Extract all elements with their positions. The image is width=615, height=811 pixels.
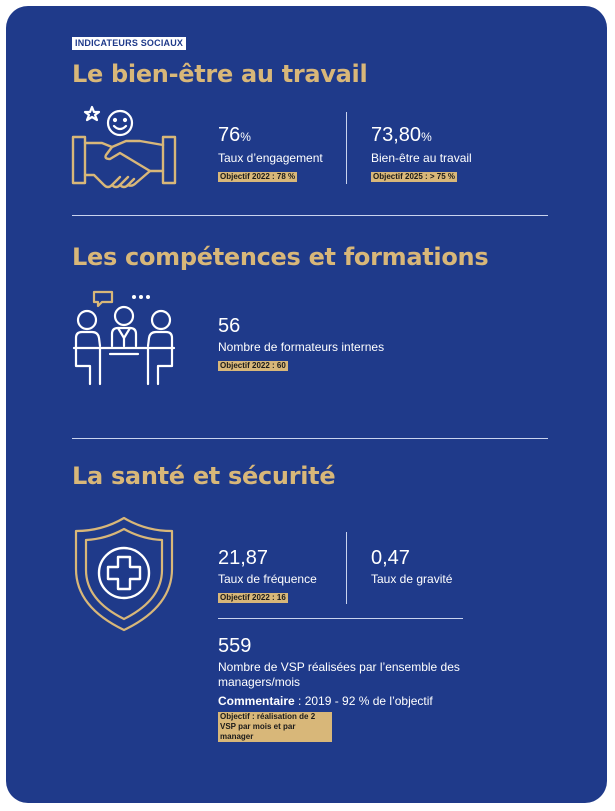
stat-severity: 0,47 Taux de gravité bbox=[371, 546, 452, 587]
objective-badge: Objectif 2025 : > 75 % bbox=[371, 172, 458, 182]
objective-badge: Objectif 2022 : 78 % bbox=[218, 172, 298, 182]
section-divider bbox=[72, 215, 548, 216]
comment: Commentaire : 2019 - 92 % de l’objectif bbox=[218, 694, 478, 708]
stat-frequency: 21,87 Taux de fréquence Objectif 2022 : … bbox=[218, 546, 317, 605]
stat-divider bbox=[218, 618, 463, 619]
stat-wellbeing: 73,80% Bien-être au travail Objectif 202… bbox=[371, 123, 472, 184]
comment-text: : 2019 - 92 % de l’objectif bbox=[294, 694, 433, 708]
section-tag: INDICATEURS SOCIAUX bbox=[72, 37, 187, 50]
stat-value: 21,87 bbox=[218, 547, 269, 569]
divider bbox=[346, 112, 347, 184]
stat-label: Nombre de VSP réalisées par l’ensemble d… bbox=[218, 660, 460, 689]
stat-vsp: 559 Nombre de VSP réalisées par l’ensemb… bbox=[218, 634, 478, 744]
stat-value: 76 bbox=[218, 124, 241, 146]
section-title-wellbeing: Le bien-être au travail bbox=[72, 60, 368, 88]
shield-cross-icon bbox=[74, 516, 174, 632]
stat-unit: % bbox=[421, 130, 432, 144]
objective-badge: Objectif : réalisation de 2 VSP par mois… bbox=[218, 712, 332, 742]
indicator-card bbox=[6, 6, 607, 803]
stat-label: Taux d’engagement bbox=[218, 151, 323, 165]
objective-badge: Objectif 2022 : 60 bbox=[218, 361, 288, 371]
stat-engagement: 76% Taux d’engagement Objectif 2022 : 78… bbox=[218, 123, 323, 184]
stat-label: Bien-être au travail bbox=[371, 151, 472, 165]
objective-badge: Objectif 2022 : 16 bbox=[218, 593, 288, 603]
stat-trainers: 56 Nombre de formateurs internes Objecti… bbox=[218, 314, 384, 373]
handshake-smile-icon bbox=[71, 105, 177, 189]
section-divider bbox=[72, 438, 548, 439]
comment-label: Commentaire bbox=[218, 694, 295, 708]
section-title-health: La santé et sécurité bbox=[72, 462, 336, 490]
stat-value: 559 bbox=[218, 635, 252, 657]
stat-unit: % bbox=[240, 130, 251, 144]
stat-label: Taux de fréquence bbox=[218, 572, 317, 586]
stat-label: Taux de gravité bbox=[371, 572, 453, 586]
stat-label: Nombre de formateurs internes bbox=[218, 340, 385, 354]
stat-value: 56 bbox=[218, 315, 241, 337]
stat-value: 73,80 bbox=[371, 124, 422, 146]
divider bbox=[346, 532, 347, 604]
stat-value: 0,47 bbox=[371, 547, 410, 569]
section-title-skills: Les compétences et formations bbox=[72, 243, 489, 271]
meeting-people-icon bbox=[72, 290, 176, 386]
